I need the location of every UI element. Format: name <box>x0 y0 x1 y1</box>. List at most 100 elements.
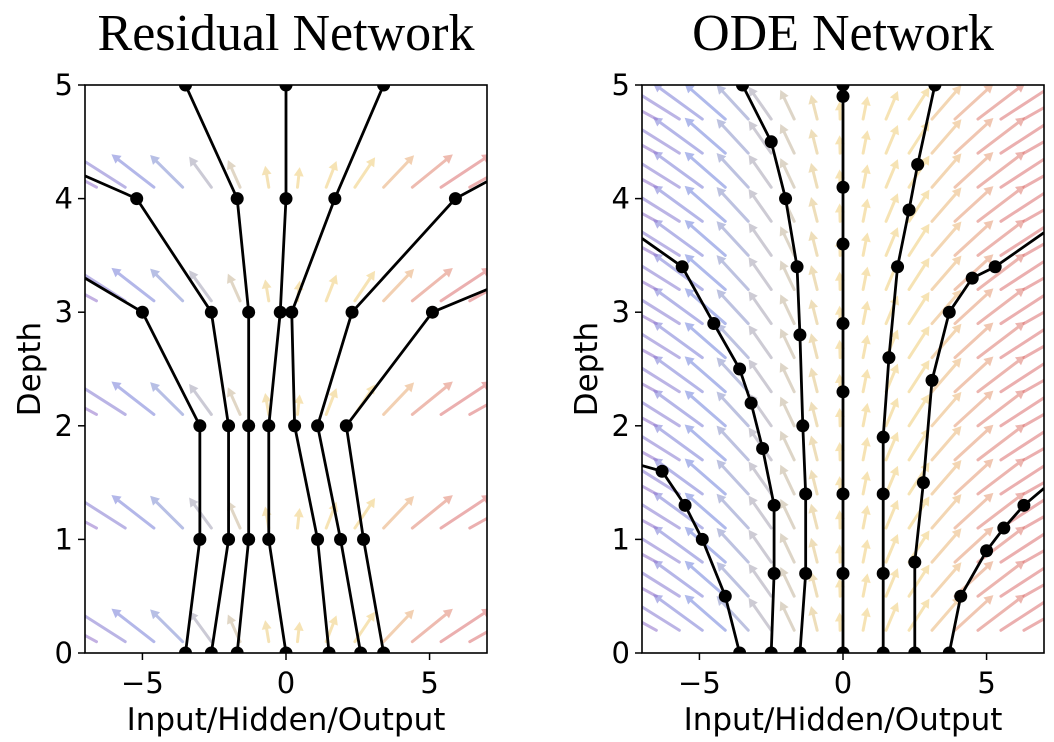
trajectory-point <box>911 158 925 172</box>
field-arrow <box>652 185 704 223</box>
field-arrow <box>150 609 185 644</box>
field-arrow <box>808 537 819 564</box>
field-arrow <box>860 130 871 155</box>
field-arrow <box>642 313 658 326</box>
y-tick-label: 1 <box>55 522 73 556</box>
field-arrow <box>468 289 487 303</box>
trajectory-point <box>339 419 353 433</box>
field-arrow <box>642 93 681 121</box>
field-arrow <box>884 602 899 632</box>
y-tick-label: 3 <box>55 295 73 329</box>
field-arrow <box>860 164 871 189</box>
trajectory-point <box>836 85 850 92</box>
trajectory-point <box>744 396 758 410</box>
field-arrow <box>779 328 796 360</box>
field-arrow <box>642 536 681 564</box>
x-tick-label: 0 <box>834 666 852 700</box>
trajectory-point <box>204 305 218 319</box>
field-arrow <box>642 502 681 530</box>
field-arrow <box>748 461 773 496</box>
field-arrow <box>642 298 681 326</box>
field-arrow <box>652 560 704 598</box>
field-arrow <box>261 165 272 189</box>
field-arrow <box>860 198 871 223</box>
trajectory-point <box>954 589 968 603</box>
field-arrow <box>642 245 658 257</box>
field-arrow <box>976 355 1026 394</box>
trajectory-point <box>193 419 207 433</box>
field-arrow <box>410 267 453 303</box>
field-arrow <box>189 383 213 416</box>
field-arrow <box>884 159 899 189</box>
trajectory-point <box>377 646 391 653</box>
field-arrow <box>930 221 962 257</box>
field-arrow <box>808 435 819 462</box>
field-arrow <box>930 85 962 121</box>
field-arrow <box>860 266 871 291</box>
field-arrow <box>716 425 750 462</box>
field-arrow <box>716 221 750 257</box>
field-arrow <box>85 633 98 644</box>
field-arrow <box>684 322 727 360</box>
field-arrow <box>642 605 681 632</box>
field-arrow <box>439 381 487 416</box>
field-arrow <box>652 117 704 155</box>
field-arrow <box>999 464 1044 496</box>
field-arrow <box>930 562 962 598</box>
y-tick-label: 0 <box>612 636 630 670</box>
field-arrow <box>748 597 773 632</box>
field-arrow <box>907 223 930 257</box>
field-arrow <box>808 162 819 189</box>
x-tick-label: 5 <box>977 666 995 700</box>
field-arrow <box>884 227 899 257</box>
field-arrow <box>684 219 727 257</box>
field-arrow <box>779 89 796 121</box>
field-arrow <box>85 520 98 530</box>
field-arrow <box>642 332 681 360</box>
field-arrow <box>976 321 1026 360</box>
field-arrow <box>684 594 727 632</box>
field-arrow <box>953 492 994 530</box>
field-arrow <box>999 191 1044 223</box>
field-arrow <box>999 396 1044 428</box>
field-arrow <box>907 598 930 632</box>
y-tick-label: 4 <box>612 182 630 216</box>
field-arrow <box>884 193 899 223</box>
trajectory-point <box>242 419 256 433</box>
field-arrow <box>293 621 304 644</box>
trajectory-line-6 <box>316 180 487 653</box>
field-arrow <box>652 526 704 564</box>
field-arrow <box>1022 344 1044 360</box>
field-arrow <box>716 493 750 530</box>
field-arrow <box>684 492 727 530</box>
field-arrow <box>642 348 658 360</box>
field-arrow <box>748 291 773 326</box>
trajectory-point <box>836 237 850 251</box>
field-arrow <box>748 223 773 257</box>
field-arrow <box>684 151 727 189</box>
field-arrow <box>642 571 681 598</box>
field-arrow <box>884 533 899 564</box>
field-arrow <box>1022 310 1044 326</box>
field-arrow <box>716 118 750 155</box>
field-arrow <box>976 458 1026 496</box>
trajectory-point <box>179 85 192 92</box>
field-arrow <box>884 90 899 121</box>
trajectory-point <box>179 646 192 653</box>
field-arrow <box>1022 378 1044 394</box>
trajectory-point <box>779 192 793 206</box>
trajectory-point <box>965 271 979 285</box>
field-arrow <box>684 185 727 223</box>
field-arrow <box>808 265 819 291</box>
field-arrow <box>953 424 994 462</box>
trajectory-point <box>262 419 276 433</box>
field-arrow <box>324 274 338 303</box>
field-arrow <box>930 425 962 462</box>
trajectory-point <box>997 521 1011 535</box>
trajectory-point <box>193 532 207 546</box>
y-tick-label: 5 <box>612 68 630 102</box>
field-arrow <box>779 158 796 189</box>
field-arrow <box>716 255 750 291</box>
trajectory-point <box>836 180 850 194</box>
trajectory-point <box>357 532 371 546</box>
